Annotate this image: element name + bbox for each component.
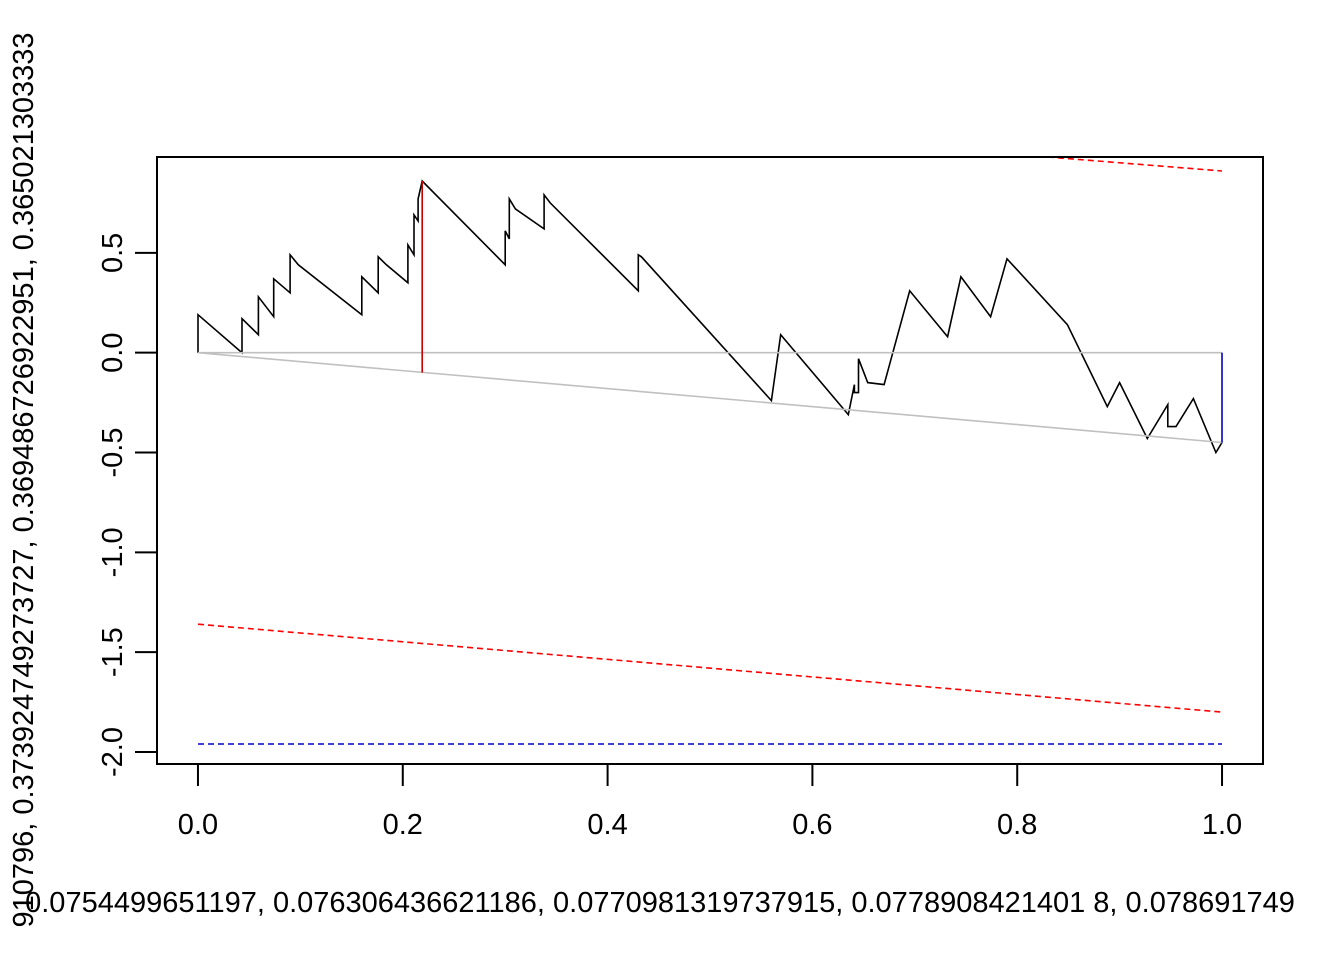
- series-upper-bound: [1047, 157, 1223, 172]
- y-axis-title: 910796, 0.373924749273727, 0.36948672692…: [8, 32, 40, 927]
- y-tick-label: -0.5: [97, 428, 129, 478]
- x-tick-label: 0.6: [792, 809, 832, 841]
- axes-layer: 0.0 0.2 0.4 0.6 0.8 1.0 0.5 0.0 -0.5 -1.0 -1.5 -2.0: [97, 233, 1242, 841]
- y-tick-label: -1.0: [97, 527, 129, 577]
- series-process: [197, 179, 1223, 455]
- x-tick-label: 0.0: [178, 809, 218, 841]
- x-tick-label: 1.0: [1202, 809, 1242, 841]
- series-lower-bound: [197, 623, 1223, 713]
- x-axis-title: 0.0754499651197, 0.076306436621186, 0.07…: [25, 887, 1295, 919]
- x-tick-label: 0.4: [587, 809, 627, 841]
- series-layer: [197, 157, 1223, 745]
- y-tick-label: -1.5: [97, 627, 129, 677]
- y-tick-label: 0.0: [97, 333, 129, 373]
- x-tick-label: 0.2: [383, 809, 423, 841]
- series-trend-line: [197, 351, 1223, 444]
- y-tick-label: 0.5: [97, 233, 129, 273]
- x-tick-label: 0.8: [997, 809, 1037, 841]
- y-tick-label: -2.0: [97, 727, 129, 777]
- plot-frame: [156, 156, 1264, 765]
